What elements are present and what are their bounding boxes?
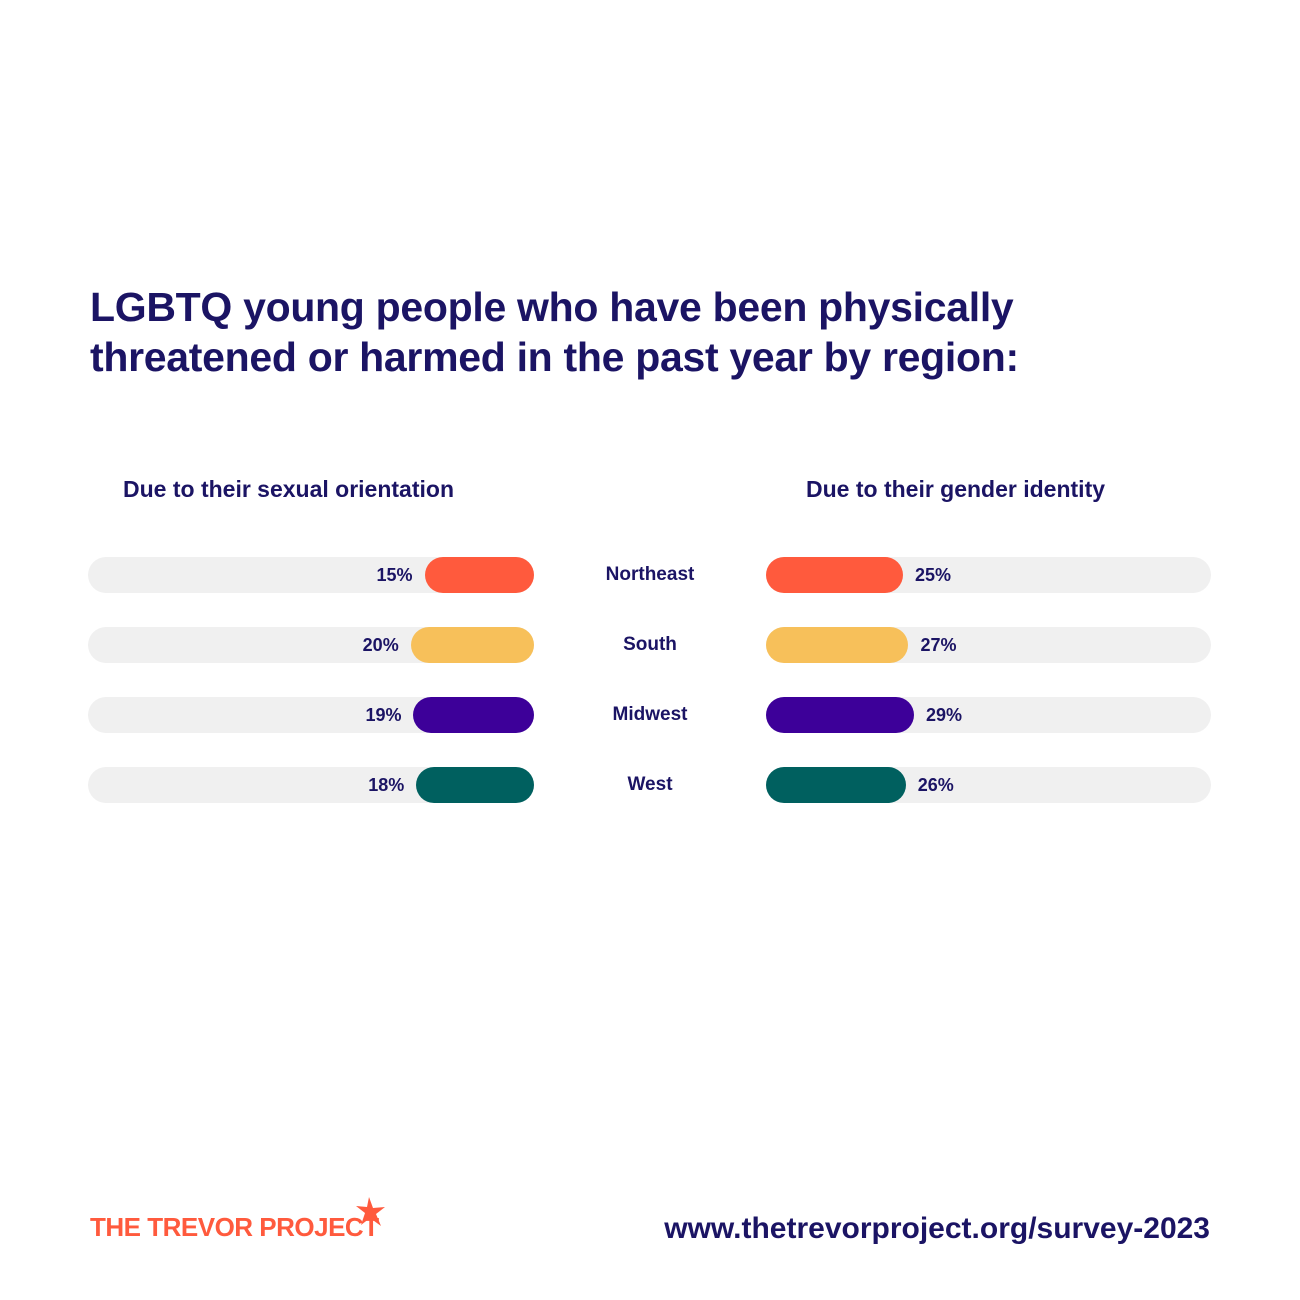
- bar-left-west: [416, 767, 534, 803]
- value-label-left-west: 18%: [368, 775, 405, 795]
- value-label-left-midwest: 19%: [365, 705, 402, 725]
- value-label-right-northeast: 25%: [914, 565, 951, 585]
- value-label-right-south: 27%: [920, 635, 957, 655]
- left-column-heading: Due to their sexual orientation: [123, 476, 454, 502]
- value-label-left-northeast: 15%: [376, 565, 413, 585]
- region-label-midwest: Midwest: [612, 704, 688, 725]
- region-label-west: West: [627, 774, 673, 795]
- star-icon: [356, 1197, 385, 1226]
- right-column-heading: Due to their gender identity: [806, 476, 1106, 502]
- bar-right-west: [766, 767, 906, 803]
- value-label-right-midwest: 29%: [926, 705, 963, 725]
- bar-left-midwest: [413, 697, 534, 733]
- bar-right-south: [766, 627, 909, 663]
- bar-left-south: [410, 627, 534, 663]
- bar-right-midwest: [766, 697, 914, 733]
- region-label-northeast: Northeast: [605, 564, 695, 585]
- value-label-left-south: 20%: [362, 635, 399, 655]
- chart-title: LGBTQ young people who have been physica…: [90, 284, 1019, 380]
- region-label-south: South: [623, 634, 677, 655]
- bar-right-northeast: [766, 557, 903, 593]
- value-label-right-west: 26%: [917, 775, 954, 795]
- trevor-project-logo[interactable]: THE TREVOR PROJECT: [90, 1212, 379, 1242]
- survey-url-link[interactable]: www.thetrevorproject.org/survey-2023: [664, 1212, 1210, 1245]
- bar-left-northeast: [424, 557, 534, 593]
